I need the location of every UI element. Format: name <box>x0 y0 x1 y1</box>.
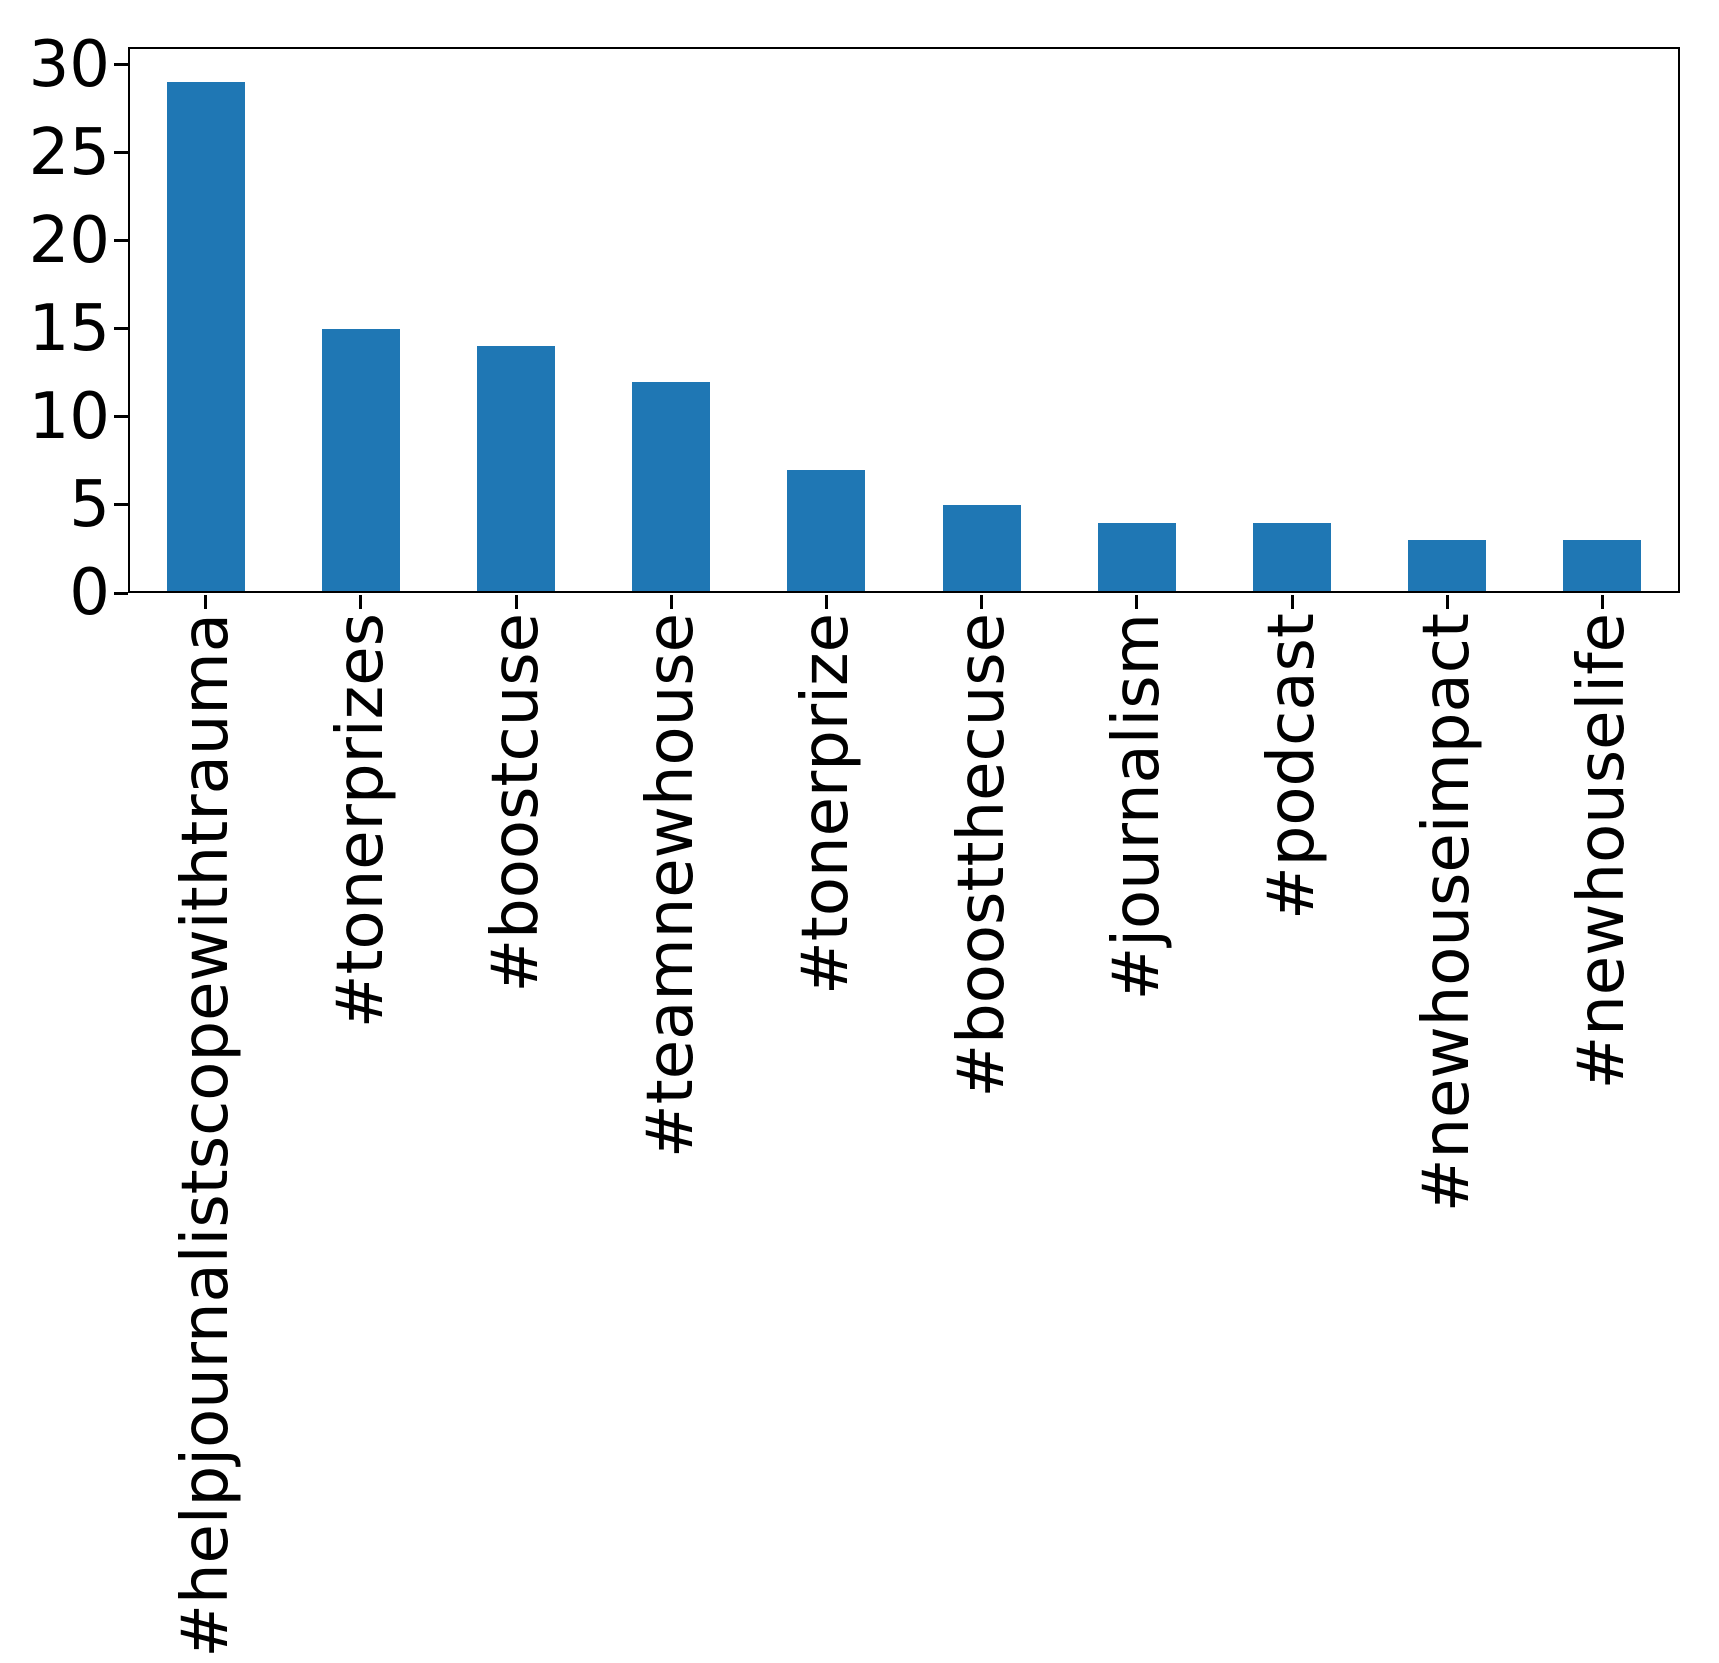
x-tick-label: #tonerprize <box>789 613 864 995</box>
x-tick-label: #newhouseimpact <box>1410 613 1485 1213</box>
bar <box>1408 540 1487 593</box>
x-tick-mark <box>1290 595 1294 609</box>
y-tick-mark <box>114 151 128 155</box>
x-tick-mark <box>824 595 828 609</box>
x-tick-label: #helpjournalistscopewithtrauma <box>168 613 243 1658</box>
y-tick-mark <box>114 591 128 595</box>
y-tick-label: 0 <box>69 556 110 630</box>
x-tick-label: #teamnewhouse <box>634 613 709 1158</box>
y-tick-mark <box>114 503 128 507</box>
x-tick-label: #podcast <box>1255 613 1329 920</box>
x-tick-label: #tonerprizes <box>323 613 398 1029</box>
x-tick-mark <box>980 595 984 609</box>
y-tick-mark <box>114 63 128 67</box>
x-tick-mark <box>359 595 363 609</box>
bar <box>477 346 555 593</box>
bar <box>321 328 400 593</box>
bar <box>1563 540 1642 593</box>
x-tick-mark <box>1135 595 1139 609</box>
y-tick-label: 10 <box>28 379 110 454</box>
y-tick-mark <box>114 239 128 243</box>
y-tick-label: 20 <box>28 203 110 278</box>
x-tick-label: #boostcuse <box>479 613 553 993</box>
bar <box>787 469 866 593</box>
y-tick-label: 30 <box>28 27 110 102</box>
bar <box>1253 522 1331 593</box>
x-tick-label: #newhouselife <box>1565 613 1640 1090</box>
bar <box>1097 522 1176 593</box>
x-tick-mark <box>1600 595 1604 609</box>
y-tick-label: 25 <box>28 115 110 190</box>
x-tick-mark <box>514 595 518 609</box>
y-tick-label: 5 <box>69 467 110 542</box>
x-tick-label: #boostthecuse <box>944 613 1019 1098</box>
y-tick-mark <box>114 415 128 419</box>
bar <box>632 381 711 593</box>
y-tick-mark <box>114 327 128 331</box>
bar <box>942 504 1021 593</box>
x-tick-mark <box>669 595 673 609</box>
bar <box>166 82 245 593</box>
x-tick-label: #journalism <box>1099 613 1174 1001</box>
x-tick-mark <box>1445 595 1449 609</box>
y-tick-label: 15 <box>28 291 110 366</box>
x-tick-mark <box>204 595 208 609</box>
